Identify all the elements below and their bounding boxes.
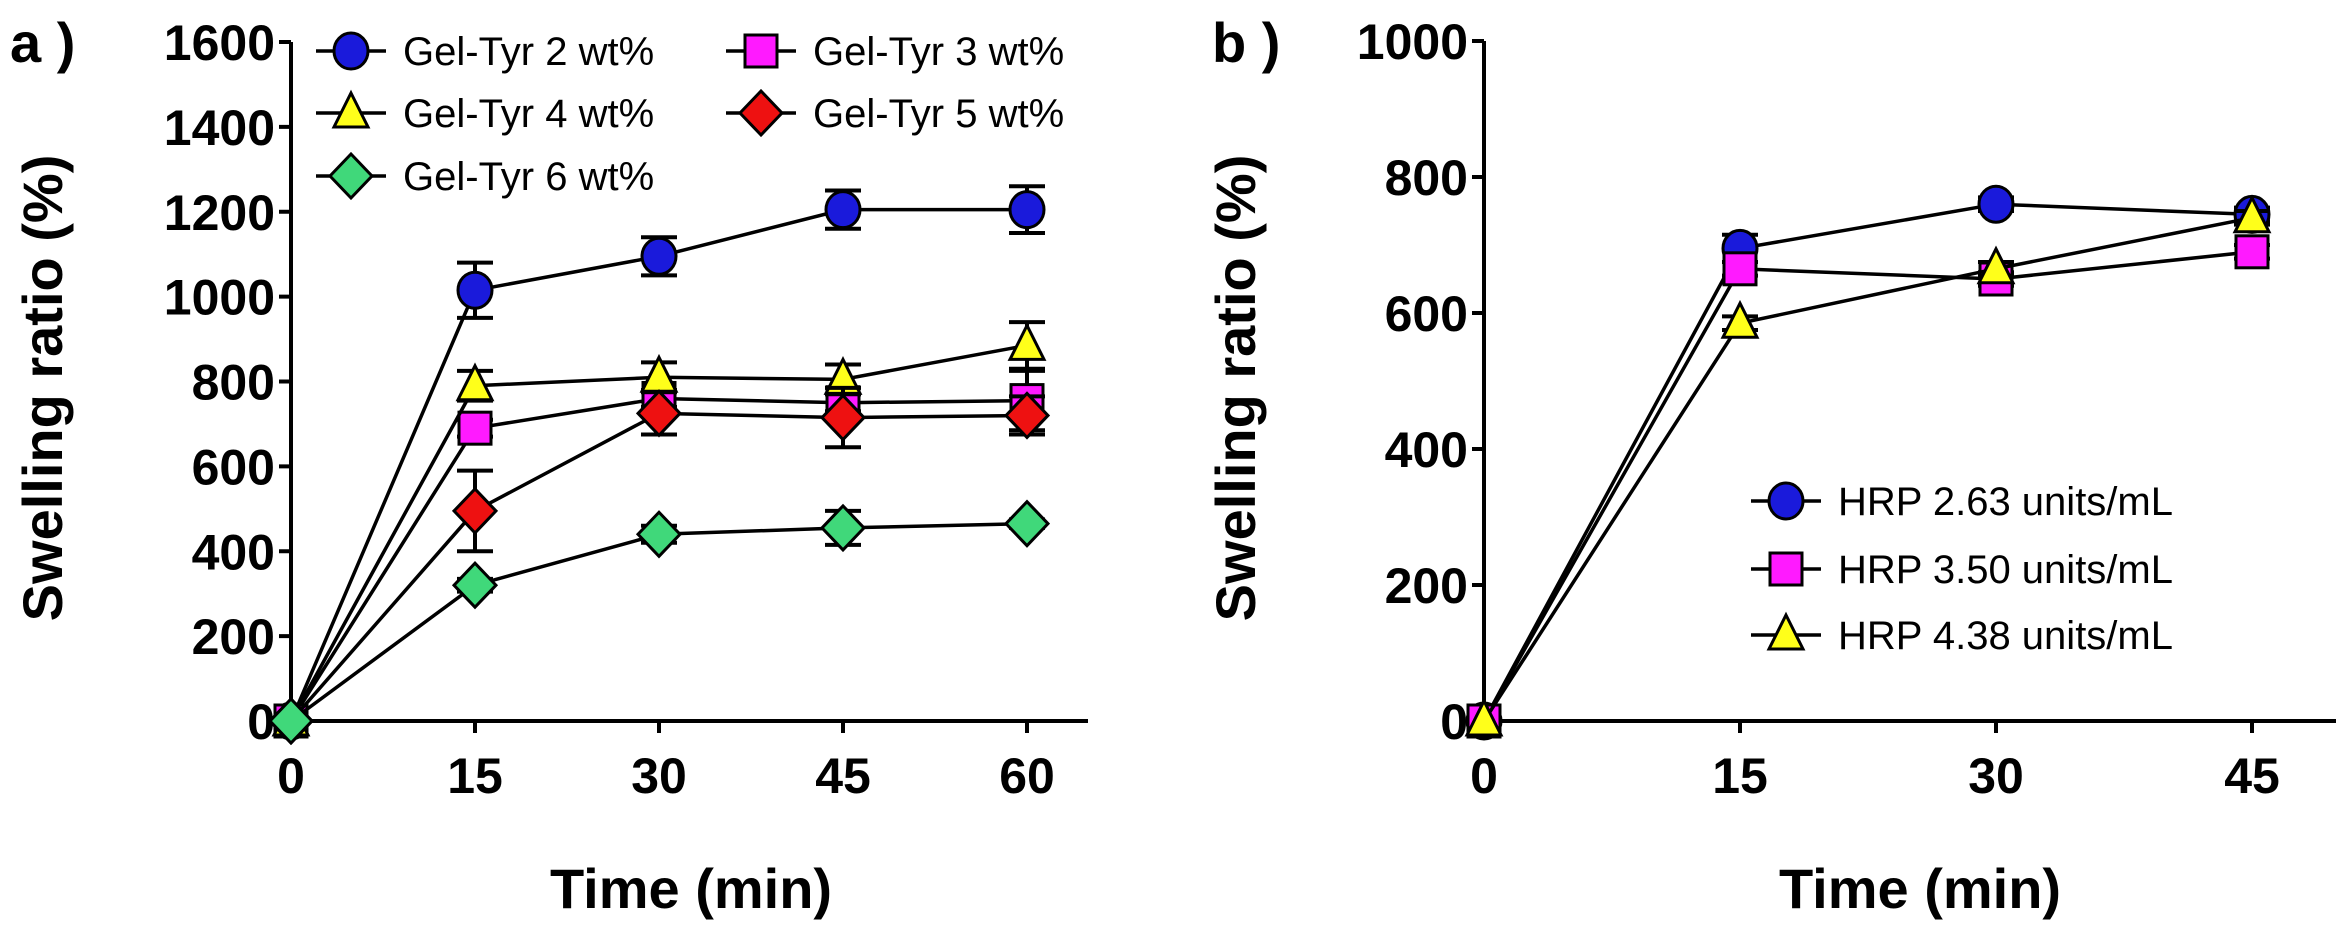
y-tick-label: 400 bbox=[1385, 422, 1468, 478]
legend-marker bbox=[743, 33, 779, 69]
data-point bbox=[1976, 245, 2016, 285]
legend-label: HRP 4.38 units/mL bbox=[1838, 614, 2173, 658]
legend-label: Gel-Tyr 5 wt% bbox=[813, 92, 1064, 136]
data-point bbox=[455, 362, 495, 402]
data-point bbox=[824, 190, 862, 230]
legend-item: HRP 4.38 units/mL bbox=[1751, 611, 2173, 658]
panel-b-x-axis-label: Time (min) bbox=[1779, 857, 2061, 920]
y-tick-label: 400 bbox=[192, 524, 275, 580]
series-line bbox=[289, 207, 1027, 722]
legend-label: Gel-Tyr 3 wt% bbox=[813, 30, 1064, 74]
panel-a-label: a ) bbox=[10, 11, 75, 74]
legend-item: HRP 2.63 units/mL bbox=[1751, 480, 2173, 524]
panel-b-y-axis-label: Swelling ratio (%) bbox=[1204, 155, 1267, 622]
legend-item: Gel-Tyr 6 wt% bbox=[316, 151, 654, 201]
series-gel-tyr-2-wt- bbox=[272, 184, 1046, 741]
data-point bbox=[819, 503, 867, 553]
x-tick-label: 15 bbox=[1712, 748, 1768, 804]
data-point bbox=[1720, 299, 1760, 339]
data-point bbox=[640, 236, 678, 276]
x-tick-label: 0 bbox=[1470, 748, 1498, 804]
series-line bbox=[1482, 216, 2253, 722]
panel-b-label: b ) bbox=[1212, 11, 1280, 74]
data-point bbox=[451, 561, 499, 610]
x-tick-label: 15 bbox=[447, 748, 503, 804]
data-point bbox=[2232, 194, 2272, 234]
legend-marker bbox=[1766, 611, 1806, 651]
legend-label: HRP 2.63 units/mL bbox=[1838, 480, 2173, 524]
data-point bbox=[1464, 697, 1504, 737]
legend-item: Gel-Tyr 5 wt% bbox=[726, 88, 1064, 138]
legend-item: Gel-Tyr 3 wt% bbox=[726, 30, 1064, 74]
legend-marker bbox=[737, 88, 785, 138]
legend-marker bbox=[1767, 481, 1805, 521]
y-tick-label: 1200 bbox=[164, 185, 275, 241]
data-point bbox=[456, 270, 494, 310]
y-tick-label: 200 bbox=[192, 609, 275, 665]
x-tick-label: 30 bbox=[1968, 748, 2024, 804]
y-tick-label: 600 bbox=[1385, 286, 1468, 342]
x-tick-label: 30 bbox=[631, 748, 687, 804]
legend-marker bbox=[332, 31, 370, 71]
x-tick-label: 0 bbox=[277, 748, 305, 804]
series-hrp-4-38-units-ml bbox=[1464, 194, 2272, 737]
y-tick-label: 800 bbox=[192, 355, 275, 411]
series-line bbox=[1482, 202, 2253, 722]
legend-marker bbox=[1768, 551, 1804, 587]
y-tick-label: 1600 bbox=[164, 15, 275, 71]
legend-item: Gel-Tyr 2 wt% bbox=[316, 30, 654, 74]
y-tick-label: 800 bbox=[1385, 150, 1468, 206]
x-tick-label: 45 bbox=[2224, 748, 2280, 804]
data-point bbox=[1003, 499, 1051, 548]
data-point bbox=[1007, 322, 1047, 361]
legend-label: Gel-Tyr 4 wt% bbox=[403, 92, 654, 136]
data-point bbox=[635, 510, 683, 559]
panel-a-x-axis-label: Time (min) bbox=[550, 857, 832, 920]
legend-item: Gel-Tyr 4 wt% bbox=[316, 89, 654, 136]
x-tick-label: 45 bbox=[815, 748, 871, 804]
y-tick-label: 1000 bbox=[1357, 14, 1468, 70]
series-line bbox=[1482, 250, 2253, 722]
data-point bbox=[1722, 251, 1758, 287]
legend-marker bbox=[331, 89, 371, 129]
data-point bbox=[267, 696, 315, 746]
panel-b-chart: b ) Time (min) Swelling ratio (%) 0 200 40… bbox=[1204, 11, 2336, 920]
data-point bbox=[1977, 184, 2015, 224]
y-tick-label: 0 bbox=[1440, 694, 1468, 750]
y-tick-label: 1400 bbox=[164, 100, 275, 156]
panel-a-y-axis-label: Swelling ratio (%) bbox=[11, 155, 74, 622]
y-tick-label: 200 bbox=[1385, 558, 1468, 614]
data-point bbox=[2234, 234, 2270, 270]
legend-label: Gel-Tyr 2 wt% bbox=[403, 30, 654, 74]
data-point bbox=[451, 486, 499, 536]
y-tick-label: 600 bbox=[192, 439, 275, 495]
y-tick-label: 1000 bbox=[164, 270, 275, 326]
legend-item: HRP 3.50 units/mL bbox=[1751, 548, 2173, 592]
legend-label: HRP 3.50 units/mL bbox=[1838, 548, 2173, 592]
series-gel-tyr-6-wt- bbox=[267, 499, 1051, 746]
data-point bbox=[1008, 190, 1046, 230]
data-point bbox=[819, 393, 867, 442]
data-point bbox=[457, 410, 493, 446]
legend-label: Gel-Tyr 6 wt% bbox=[403, 155, 654, 199]
panel-a-chart: a ) Time (min) Swelling ratio (%) 0 200 40… bbox=[10, 11, 1088, 920]
series-line bbox=[289, 396, 1028, 722]
legend-marker bbox=[327, 151, 375, 201]
data-point bbox=[635, 389, 683, 438]
x-tick-label: 60 bbox=[999, 748, 1055, 804]
data-point bbox=[1003, 391, 1051, 440]
